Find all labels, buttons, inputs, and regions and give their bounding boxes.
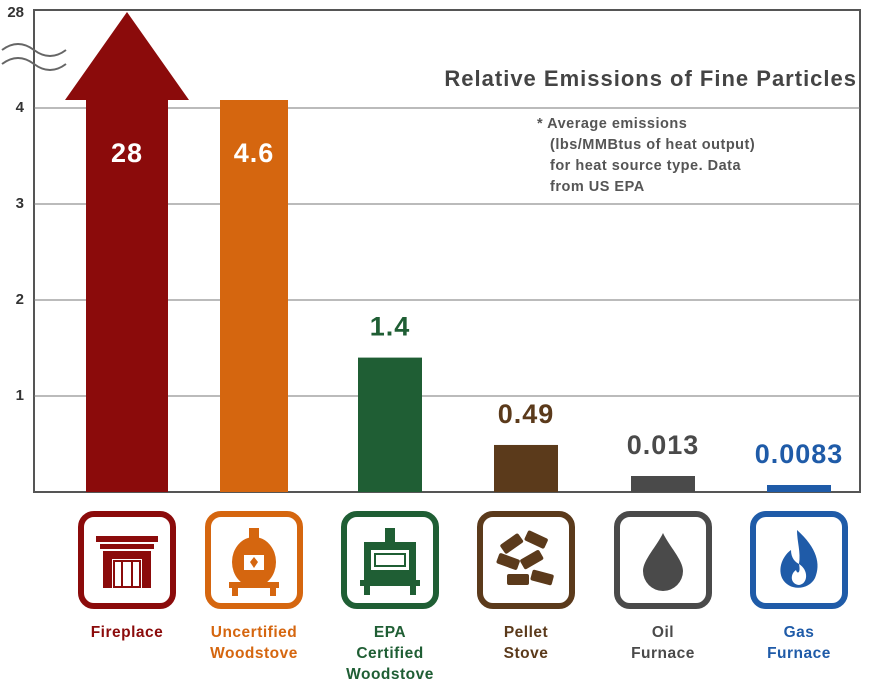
category-label: Pellet bbox=[504, 624, 548, 641]
note-line: * Average emissions bbox=[537, 116, 687, 132]
category-label: Woodstove bbox=[346, 666, 434, 683]
certified-woodstove-icon bbox=[341, 511, 439, 609]
category-label: Uncertified bbox=[211, 624, 297, 641]
bar bbox=[358, 357, 422, 492]
category-label: EPA bbox=[374, 624, 406, 641]
pellets-icon bbox=[477, 511, 575, 609]
axis-break-mark bbox=[1, 57, 67, 71]
category-label: Certified bbox=[356, 645, 423, 662]
note-line: for heat source type. Data bbox=[550, 158, 742, 174]
y-tick-label: 3 bbox=[16, 195, 24, 212]
category-icons bbox=[78, 511, 848, 609]
y-tick-label: 1 bbox=[16, 387, 24, 404]
y-tick-label: 28 bbox=[7, 4, 24, 21]
data-label: 0.013 bbox=[627, 430, 700, 460]
fireplace-icon bbox=[78, 511, 176, 609]
category-label: Stove bbox=[504, 645, 549, 662]
category-label: Fireplace bbox=[91, 624, 164, 641]
category-label: Gas bbox=[784, 624, 815, 641]
category-label: Oil bbox=[652, 624, 674, 641]
woodstove-icon bbox=[205, 511, 303, 609]
bar bbox=[631, 476, 695, 492]
y-tick-label: 2 bbox=[16, 291, 24, 308]
data-label: 28 bbox=[111, 138, 143, 168]
plot-frame bbox=[33, 9, 861, 493]
oil-drop-icon bbox=[614, 511, 712, 609]
category-labels: Fireplace Uncertified Woodstove EPA Certifie… bbox=[91, 624, 831, 683]
chart-title: Relative Emissions of Fine Particles bbox=[444, 66, 857, 91]
chart-note: * Average emissions (lbs/MMBtus of heat o… bbox=[537, 116, 755, 195]
category-label: Furnace bbox=[767, 645, 831, 662]
note-line: from US EPA bbox=[550, 179, 645, 195]
bar bbox=[767, 485, 831, 492]
bar bbox=[494, 444, 558, 492]
data-label: 0.0083 bbox=[755, 439, 844, 469]
y-tick-label: 4 bbox=[16, 99, 25, 116]
data-label: 0.49 bbox=[498, 399, 555, 429]
y-axis: 28 4 3 2 1 bbox=[1, 4, 67, 404]
axis-break-mark bbox=[1, 43, 67, 57]
gas-flame-icon bbox=[750, 511, 848, 609]
note-line: (lbs/MMBtus of heat output) bbox=[550, 137, 755, 153]
bar bbox=[220, 100, 288, 492]
grid-lines bbox=[33, 9, 861, 493]
data-label: 1.4 bbox=[370, 312, 411, 342]
data-label: 4.6 bbox=[234, 138, 275, 168]
category-label: Woodstove bbox=[210, 645, 298, 662]
bar-fireplace-arrow bbox=[65, 12, 189, 492]
bars: 28 4.6 1.4 0.49 0.013 0.0083 bbox=[65, 12, 844, 492]
category-label: Furnace bbox=[631, 645, 695, 662]
